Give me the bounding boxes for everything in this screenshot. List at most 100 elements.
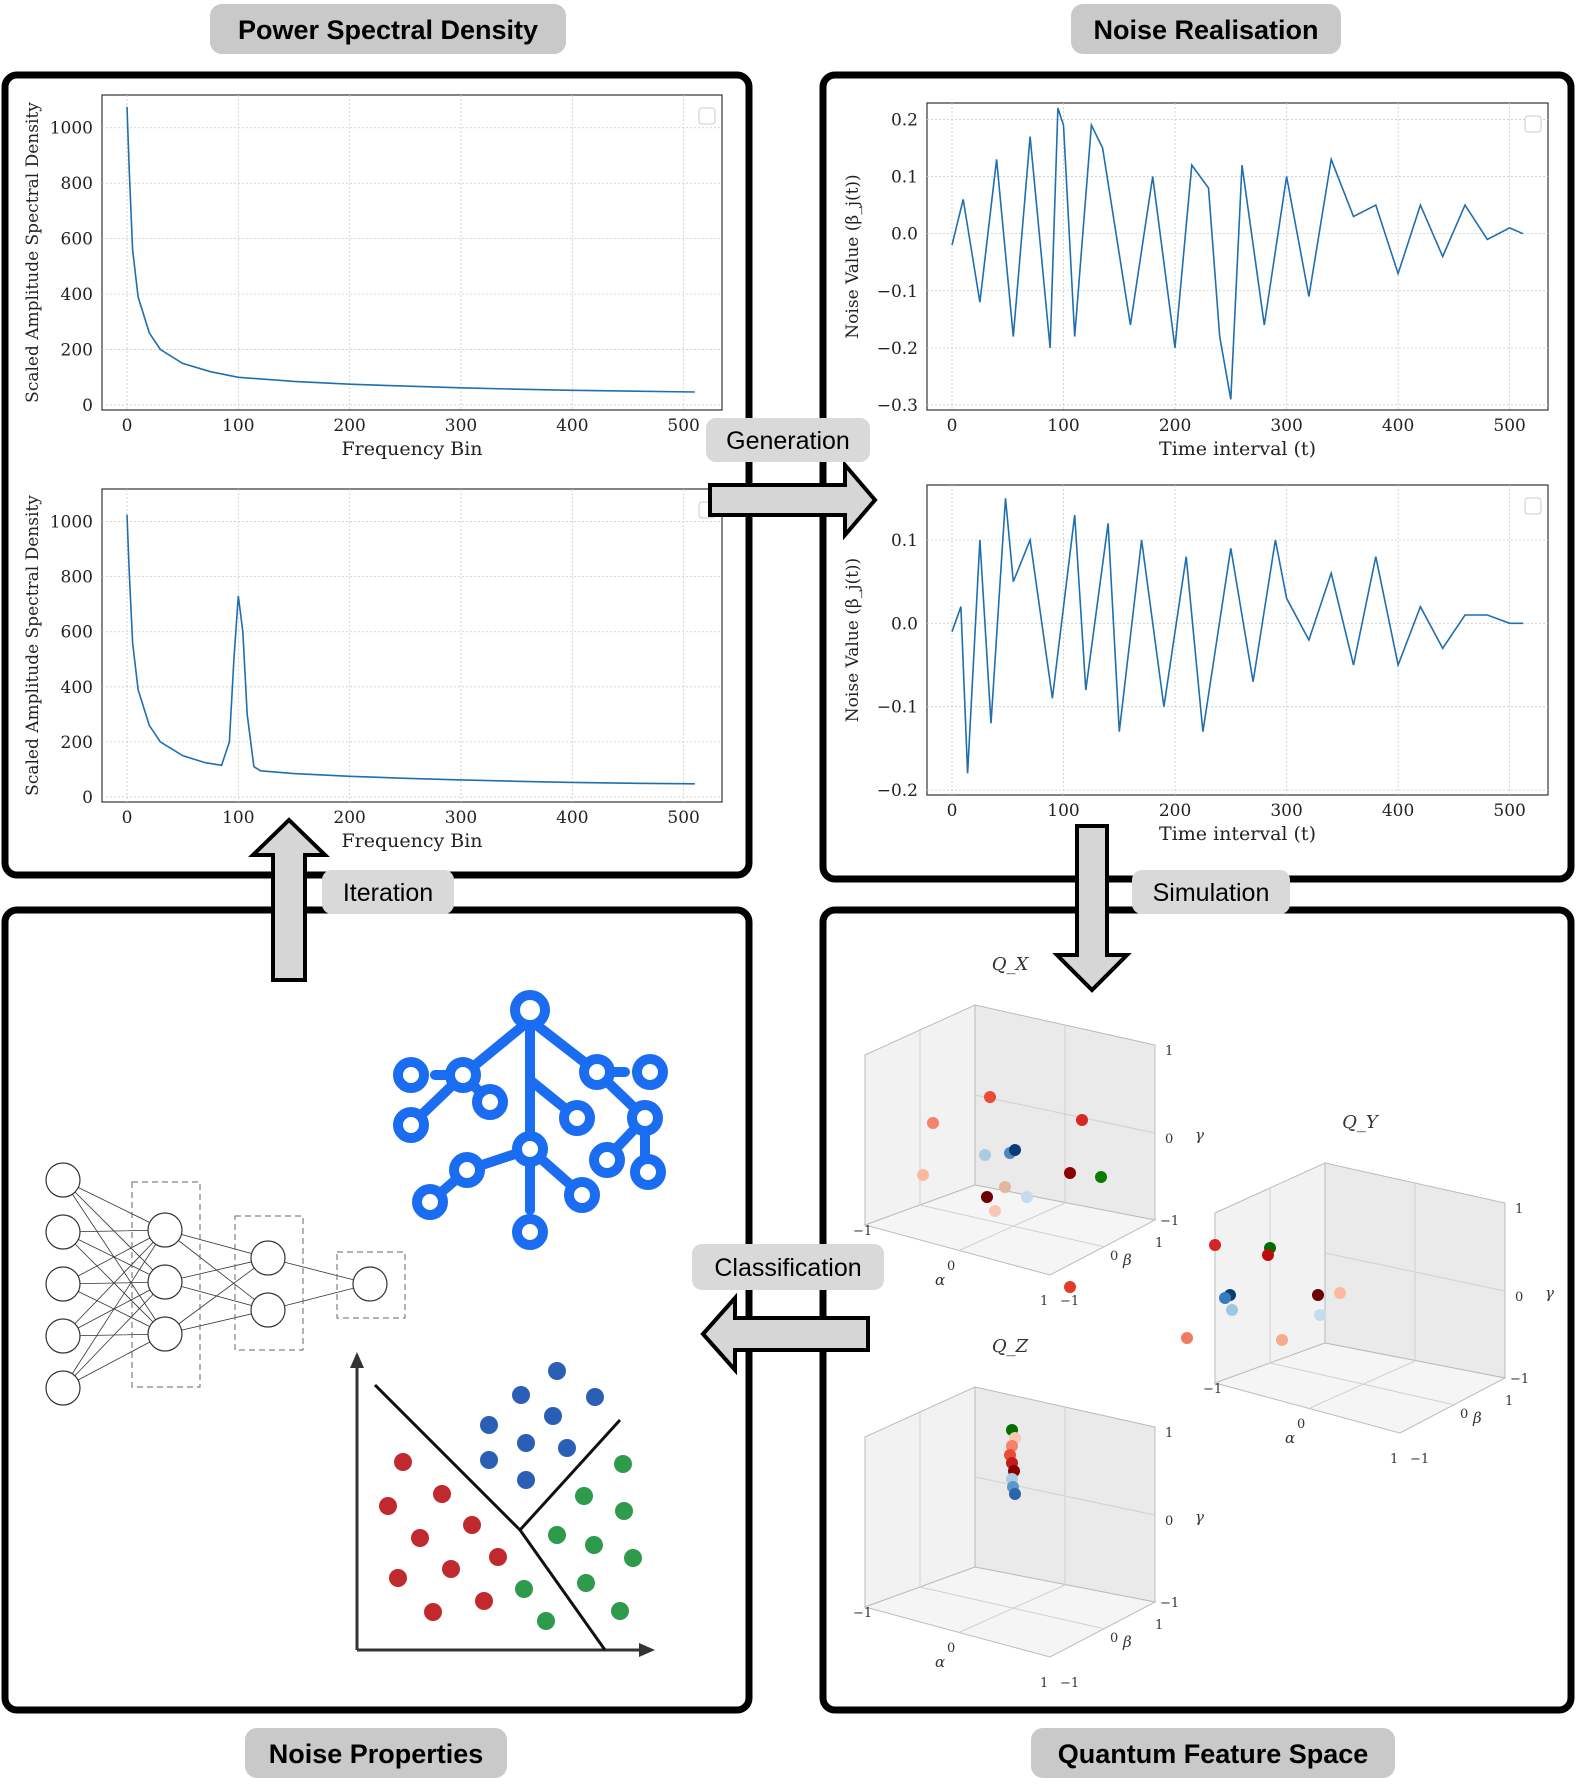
state-point xyxy=(1095,1171,1107,1183)
gamma-tick: −1 xyxy=(1510,1372,1529,1387)
alpha-tick: 0 xyxy=(1297,1417,1305,1432)
y-tick-label: 800 xyxy=(61,568,93,588)
title-qfs-text: Quantum Feature Space xyxy=(1058,1739,1369,1769)
state-point xyxy=(979,1149,991,1161)
state-point xyxy=(1314,1309,1326,1321)
x-tick-label: 400 xyxy=(556,416,588,436)
cube-grid xyxy=(1324,1252,1506,1292)
x-tick-label: 400 xyxy=(1382,801,1414,821)
beta-tick: −1 xyxy=(1060,1676,1079,1691)
x-tick-label: 0 xyxy=(947,801,958,821)
decision-tree-icon xyxy=(393,990,668,1250)
y-axis-label: Noise Value (β_j(t)) xyxy=(843,174,863,338)
cube-floor-pane xyxy=(863,1184,1157,1276)
cube-plot: Q_X 1 0 −1 γ −1 0 1 α −1 0 1 β xyxy=(853,954,1204,1309)
y-tick-label: 0.1 xyxy=(891,168,918,188)
gamma-axis-label: γ xyxy=(1545,1284,1554,1302)
x-tick-label: 200 xyxy=(333,808,365,828)
state-point xyxy=(1334,1287,1346,1299)
y-tick-label: 400 xyxy=(61,285,93,305)
gamma-tick: 1 xyxy=(1165,1426,1173,1441)
x-tick-label: 500 xyxy=(667,808,699,828)
y-tick-label: 0.2 xyxy=(891,110,918,130)
x-tick-label: 500 xyxy=(667,416,699,436)
gamma-axis-label: γ xyxy=(1195,1126,1204,1144)
legend-box xyxy=(1524,497,1542,515)
y-tick-label: 800 xyxy=(61,174,93,194)
x-tick-label: 200 xyxy=(1159,801,1191,821)
state-point xyxy=(1226,1304,1238,1316)
beta-tick: −1 xyxy=(1060,1294,1079,1309)
state-point xyxy=(1312,1289,1324,1301)
y-tick-label: −0.3 xyxy=(877,396,918,416)
quantum-feature-plots: Q_X 1 0 −1 γ −1 0 1 α −1 0 1 β Q_Y 1 0 −1 γ −1 0 1 α −1 0 1 β Q_Z 1… xyxy=(853,954,1554,1691)
state-point xyxy=(1064,1167,1076,1179)
x-axis-label: Frequency Bin xyxy=(341,438,482,460)
gamma-tick: 0 xyxy=(1165,1514,1173,1529)
series-line xyxy=(126,514,695,785)
state-point xyxy=(1262,1249,1274,1261)
y-tick-label: 0.0 xyxy=(891,225,918,245)
y-tick-label: 1000 xyxy=(50,513,93,533)
series-line xyxy=(126,106,695,393)
beta-tick: 1 xyxy=(1505,1394,1513,1409)
state-point xyxy=(989,1205,1001,1217)
state-point xyxy=(927,1117,939,1129)
plot-frame xyxy=(926,484,1549,796)
beta-tick: 1 xyxy=(1155,1618,1163,1633)
beta-tick: −1 xyxy=(1410,1452,1429,1467)
beta-axis-label: β xyxy=(1472,1409,1482,1427)
series-line xyxy=(951,107,1524,400)
state-point xyxy=(917,1169,929,1181)
y-tick-label: −0.2 xyxy=(877,781,918,801)
x-tick-label: 100 xyxy=(222,808,254,828)
simulation-arrow: Simulation xyxy=(1052,824,1290,993)
cube-grid xyxy=(919,1204,1106,1248)
iteration-label: Iteration xyxy=(343,879,433,907)
state-point xyxy=(1181,1332,1193,1344)
y-tick-label: 600 xyxy=(61,230,93,250)
title-noise: Noise Realisation xyxy=(1071,4,1341,54)
state-point xyxy=(1064,1281,1076,1293)
y-tick-label: 1000 xyxy=(50,119,93,139)
series-line xyxy=(951,498,1523,774)
state-point xyxy=(1021,1191,1033,1203)
x-axis-label: Time interval (t) xyxy=(1159,438,1316,460)
title-properties: Noise Properties xyxy=(245,1728,507,1778)
noise-plot-top: 0 100 200 300 400 500 0.2 0.1 0.0 −0.1 −0.2 −0.3 Tim… xyxy=(843,102,1549,460)
alpha-axis-label: α xyxy=(935,1271,945,1289)
x-tick-label: 300 xyxy=(1270,801,1302,821)
x-tick-label: 100 xyxy=(222,416,254,436)
legend-box xyxy=(698,107,716,125)
alpha-tick: 1 xyxy=(1040,1294,1048,1309)
cube-title: Q_Z xyxy=(992,1336,1029,1357)
cube-plot: Q_Y 1 0 −1 γ −1 0 1 α −1 0 1 β xyxy=(1064,1112,1554,1467)
plot-frame xyxy=(101,488,723,803)
x-tick-label: 100 xyxy=(1047,801,1079,821)
title-qfs: Quantum Feature Space xyxy=(1031,1728,1395,1778)
y-tick-label: 400 xyxy=(61,678,93,698)
y-tick-label: 200 xyxy=(61,733,93,753)
iteration-arrow: Iteration xyxy=(248,817,454,982)
x-tick-label: 300 xyxy=(1270,416,1302,436)
cube-title: Q_Y xyxy=(1342,1112,1380,1133)
beta-tick: 0 xyxy=(1460,1407,1468,1422)
x-tick-label: 300 xyxy=(445,808,477,828)
cube-title: Q_X xyxy=(992,954,1030,975)
generation-label: Generation xyxy=(726,427,850,455)
state-point xyxy=(1209,1239,1221,1251)
y-tick-label: 0 xyxy=(82,788,93,808)
state-point xyxy=(1276,1334,1288,1346)
y-tick-label: 0 xyxy=(82,396,93,416)
state-point xyxy=(999,1181,1011,1193)
y-tick-label: −0.1 xyxy=(877,282,918,302)
state-point xyxy=(981,1191,993,1203)
y-tick-label: 0.1 xyxy=(891,531,918,551)
alpha-tick: −1 xyxy=(853,1606,872,1621)
alpha-axis-label: α xyxy=(935,1653,945,1671)
x-tick-label: 200 xyxy=(1159,416,1191,436)
x-tick-label: 500 xyxy=(1493,416,1525,436)
cube-plot: Q_Z 1 0 −1 γ −1 0 1 α −1 0 1 β xyxy=(853,1336,1204,1691)
gamma-tick: 0 xyxy=(1515,1290,1523,1305)
